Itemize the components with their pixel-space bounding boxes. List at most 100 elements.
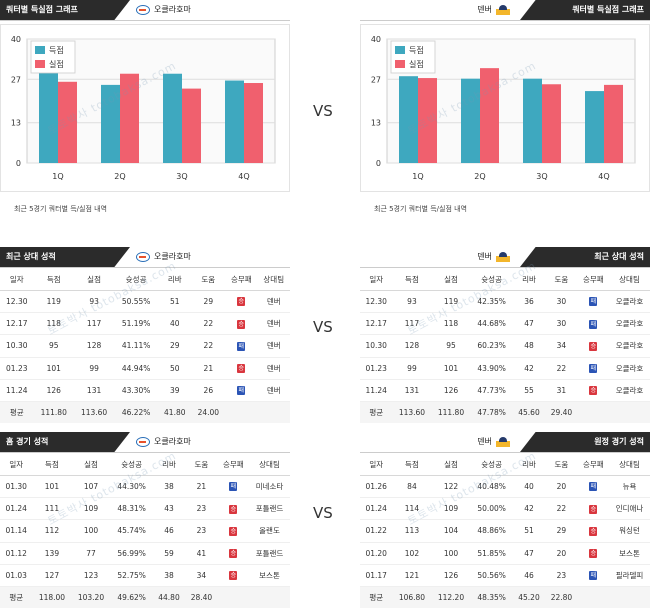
cell-assists: 29: [545, 519, 578, 543]
cell-rebounds: 43: [152, 497, 186, 521]
x-tick-label: 1Q: [52, 172, 63, 181]
cell-fg-pct: 52.75%: [110, 564, 153, 587]
legend-swatch: [35, 60, 45, 68]
col-header-assists: 도움: [191, 268, 226, 291]
cell-rebounds: 46: [152, 519, 186, 543]
bar-conceded: [542, 84, 561, 163]
average-fg-pct: 47.78%: [470, 401, 513, 424]
cell-opponent: 오클라호: [609, 334, 650, 358]
cell-date: 12.17: [360, 312, 393, 336]
average-pts-for: 118.00: [32, 586, 72, 608]
home-header-left: 홈 경기 성적 오클라호마: [0, 432, 290, 453]
cell-rebounds: 47: [512, 312, 546, 336]
y-tick-label: 40: [11, 35, 21, 44]
cell-opponent: 오클라호: [609, 290, 650, 314]
cell-pts-for: 139: [32, 542, 72, 565]
chart-tab-right: 쿼터별 득실점 그래프: [520, 0, 650, 20]
average-assists: 28.40: [185, 586, 218, 608]
cell-pts-for: 101: [32, 475, 72, 499]
cell-pts-for: 99: [392, 357, 432, 380]
col-header-opponent: 상대팀: [609, 268, 650, 291]
col-header-fg-pct: 슛성공: [470, 268, 513, 291]
cell-pts-against: 109: [431, 497, 471, 521]
cell-rebounds: 40: [512, 475, 546, 499]
average-rebounds: 45.20: [512, 586, 546, 608]
chart-header-left: 쿼터별 득실점 그래프 오클라호마: [0, 0, 290, 21]
cell-date: 01.30: [0, 475, 33, 499]
table-row: 12.30 93 119 42.35% 36 30 패 오클라호: [360, 290, 650, 314]
cell-opponent: 포틀랜드: [249, 542, 290, 565]
y-tick-label: 13: [11, 119, 21, 128]
cell-opponent: 인디애나: [609, 497, 650, 521]
team-label-den: 덴버: [477, 0, 510, 20]
cell-fg-pct: 41.11%: [114, 334, 158, 358]
average-label: 평균: [360, 586, 393, 608]
cell-date: 01.17: [360, 564, 393, 587]
cell-pts-against: 99: [73, 357, 115, 380]
average-row: 평균 111.80 113.60 46.22% 41.80 24.00: [0, 401, 290, 424]
chart-tab-left: 쿼터별 득실점 그래프: [0, 0, 130, 20]
vs-label-top: VS: [313, 102, 333, 120]
result-badge: 승: [229, 571, 238, 581]
y-tick-label: 13: [371, 119, 381, 128]
cell-assists: 22: [191, 312, 226, 336]
cell-result: 승: [577, 379, 610, 402]
col-header-date: 일자: [0, 453, 33, 476]
cell-rebounds: 38: [152, 564, 186, 587]
cell-pts-against: 117: [73, 312, 115, 336]
average-fg-pct: 49.62%: [110, 586, 153, 608]
cell-opponent: 보스톤: [249, 564, 290, 587]
cell-pts-for: 93: [392, 290, 432, 314]
table-row: 10.30 95 128 41.11% 29 22 패 덴버: [0, 334, 290, 358]
chart-box-left: 0 13 27 40 1Q 2Q 3Q 4Q 득점 실점: [0, 24, 290, 192]
cell-result: 승: [217, 542, 250, 565]
table-header-row: 일자 득점 실점 슛성공 리바 도움 승무패 상대팀: [360, 268, 650, 291]
cell-fg-pct: 43.30%: [114, 379, 158, 402]
cell-result: 패: [225, 334, 258, 358]
cell-date: 01.23: [360, 357, 393, 380]
cell-rebounds: 40: [158, 312, 192, 336]
cell-result: 승: [225, 357, 258, 380]
cell-rebounds: 39: [158, 379, 192, 402]
col-header-opponent: 상대팀: [609, 453, 650, 476]
cell-assists: 23: [545, 564, 578, 587]
cell-assists: 20: [545, 542, 578, 565]
cell-assists: 34: [545, 334, 578, 358]
cell-assists: 29: [191, 290, 226, 314]
cell-opponent: 덴버: [257, 379, 290, 402]
cell-date: 01.14: [0, 519, 33, 543]
col-header-fg-pct: 슛성공: [110, 453, 153, 476]
col-header-pts-against: 실점: [73, 268, 115, 291]
average-opponent: [257, 401, 290, 424]
average-opponent: [249, 586, 290, 608]
col-header-opponent: 상대팀: [249, 453, 290, 476]
cell-pts-against: 123: [71, 564, 111, 587]
col-header-rebounds: 리바: [158, 268, 192, 291]
cell-fg-pct: 50.55%: [114, 290, 158, 314]
col-header-pts-for: 득점: [392, 268, 432, 291]
recent-header-left: 최근 상대 성적 오클라호마: [0, 247, 290, 268]
cell-date: 01.12: [0, 542, 33, 565]
cell-fg-pct: 40.48%: [470, 475, 513, 499]
col-header-pts-for: 득점: [33, 268, 74, 291]
cell-pts-against: 131: [73, 379, 115, 402]
cell-date: 12.30: [360, 290, 393, 314]
recent-tab-right: 최근 상대 성적: [520, 247, 650, 267]
cell-fg-pct: 48.31%: [110, 497, 153, 521]
bar-conceded: [120, 73, 139, 163]
cell-fg-pct: 42.35%: [470, 290, 513, 314]
average-label: 평균: [0, 586, 33, 608]
col-header-date: 일자: [360, 268, 393, 291]
cell-rebounds: 36: [512, 290, 546, 314]
cell-opponent: 덴버: [257, 290, 290, 314]
recent-panel-right: 덴버 최근 상대 성적 일자 득점 실점 슛성공 리바 도움 승무패 상대팀 12.30 93 11…: [360, 247, 650, 424]
cell-rebounds: 38: [152, 475, 186, 499]
cell-result: 패: [577, 564, 610, 587]
cell-pts-against: 77: [71, 542, 111, 565]
cell-opponent: 워싱턴: [609, 519, 650, 543]
cell-pts-against: 126: [431, 379, 471, 402]
table-row: 01.24 114 109 50.00% 42 22 승 인디애나: [360, 497, 650, 521]
cell-pts-against: 109: [71, 497, 111, 521]
y-tick-label: 0: [16, 159, 21, 168]
